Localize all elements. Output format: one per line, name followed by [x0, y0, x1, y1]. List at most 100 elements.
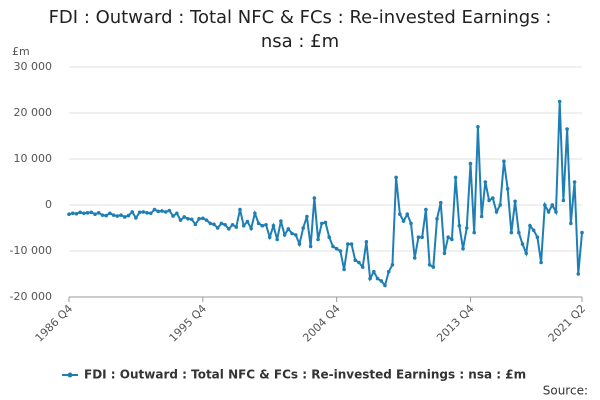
data-point: [494, 210, 499, 214]
data-point: [134, 216, 138, 220]
data-point: [517, 230, 521, 235]
data-point: [383, 283, 387, 288]
legend-label: FDI : Outward : Total NFC & FCs : Re-inv…: [84, 368, 526, 382]
data-point: [502, 159, 506, 164]
data-point: [316, 237, 320, 242]
y-tick-label: 10 000: [14, 152, 53, 165]
data-point: [513, 199, 517, 204]
data-point: [450, 237, 454, 242]
data-point: [375, 276, 380, 281]
x-tick-label: 2004 Q4: [300, 302, 343, 345]
data-point: [156, 209, 161, 214]
data-point: [464, 226, 469, 230]
y-tick-label: -20 000: [10, 290, 52, 303]
data-point: [230, 222, 235, 227]
data-point: [431, 265, 436, 269]
data-point: [524, 251, 529, 256]
data-point: [82, 211, 86, 216]
data-point: [256, 221, 261, 226]
data-point: [565, 127, 569, 131]
data-point: [219, 221, 224, 226]
data-point: [189, 217, 194, 222]
data-point: [528, 223, 532, 228]
data-point: [435, 217, 439, 221]
data-point: [442, 251, 447, 256]
data-point: [338, 249, 343, 253]
data-point: [234, 225, 239, 229]
data-point: [89, 210, 94, 215]
data-point: [204, 218, 209, 222]
series-line: [68, 101, 583, 288]
data-point: [193, 222, 198, 227]
data-point: [561, 198, 566, 203]
data-point: [126, 213, 131, 218]
x-tick-label: 1986 Q4: [33, 302, 76, 345]
data-point: [74, 211, 79, 216]
data-point: [108, 211, 112, 216]
data-point: [357, 260, 361, 265]
data-point: [137, 210, 142, 215]
x-tick-label: 2021 Q2: [546, 302, 589, 345]
data-point: [197, 217, 201, 221]
data-point: [342, 267, 346, 272]
y-tick-label: -10 000: [10, 244, 52, 257]
data-point: [279, 219, 283, 223]
data-point: [531, 228, 536, 233]
data-point: [505, 187, 510, 191]
data-point: [353, 258, 358, 263]
data-point: [323, 220, 328, 225]
data-point: [580, 230, 584, 235]
data-point: [394, 175, 398, 180]
data-point: [498, 203, 503, 207]
data-point: [249, 226, 253, 231]
data-point: [557, 99, 562, 104]
data-point: [130, 210, 134, 214]
data-point: [550, 203, 555, 207]
data-point: [483, 180, 488, 184]
data-point: [141, 210, 146, 214]
data-point: [271, 223, 276, 228]
data-point: [152, 207, 157, 212]
data-point: [572, 180, 577, 184]
data-point: [446, 235, 450, 239]
data-point: [535, 235, 540, 239]
data-point: [145, 211, 149, 215]
data-point: [569, 221, 573, 226]
data-point: [424, 207, 428, 212]
data-point: [182, 215, 187, 219]
data-point: [111, 213, 116, 217]
data-point: [416, 235, 421, 239]
data-point: [241, 223, 246, 228]
data-point: [398, 212, 402, 216]
data-point: [260, 223, 265, 228]
data-point: [479, 214, 484, 219]
data-point: [215, 226, 220, 230]
data-point: [379, 279, 384, 283]
data-point: [171, 214, 175, 218]
data-point: [346, 242, 350, 246]
data-point: [331, 244, 335, 249]
data-point: [360, 265, 365, 269]
data-point: [349, 242, 354, 246]
data-point: [223, 222, 227, 227]
data-point: [70, 211, 75, 216]
data-point: [96, 211, 101, 215]
data-point: [312, 196, 317, 200]
data-point: [282, 233, 287, 237]
data-point: [509, 230, 514, 235]
data-point: [554, 210, 558, 214]
data-point: [227, 227, 231, 231]
data-point: [178, 218, 183, 222]
data-point: [175, 211, 179, 216]
data-point: [490, 196, 495, 200]
data-point: [472, 230, 476, 235]
chart-title: FDI : Outward : Total NFC & FCs : Re-inv…: [48, 7, 552, 52]
data-point: [163, 210, 168, 214]
data-point: [93, 212, 97, 216]
x-tick-label: 2013 Q4: [434, 302, 477, 345]
data-point: [245, 219, 250, 224]
legend-marker: [67, 372, 73, 378]
data-point: [327, 235, 332, 239]
